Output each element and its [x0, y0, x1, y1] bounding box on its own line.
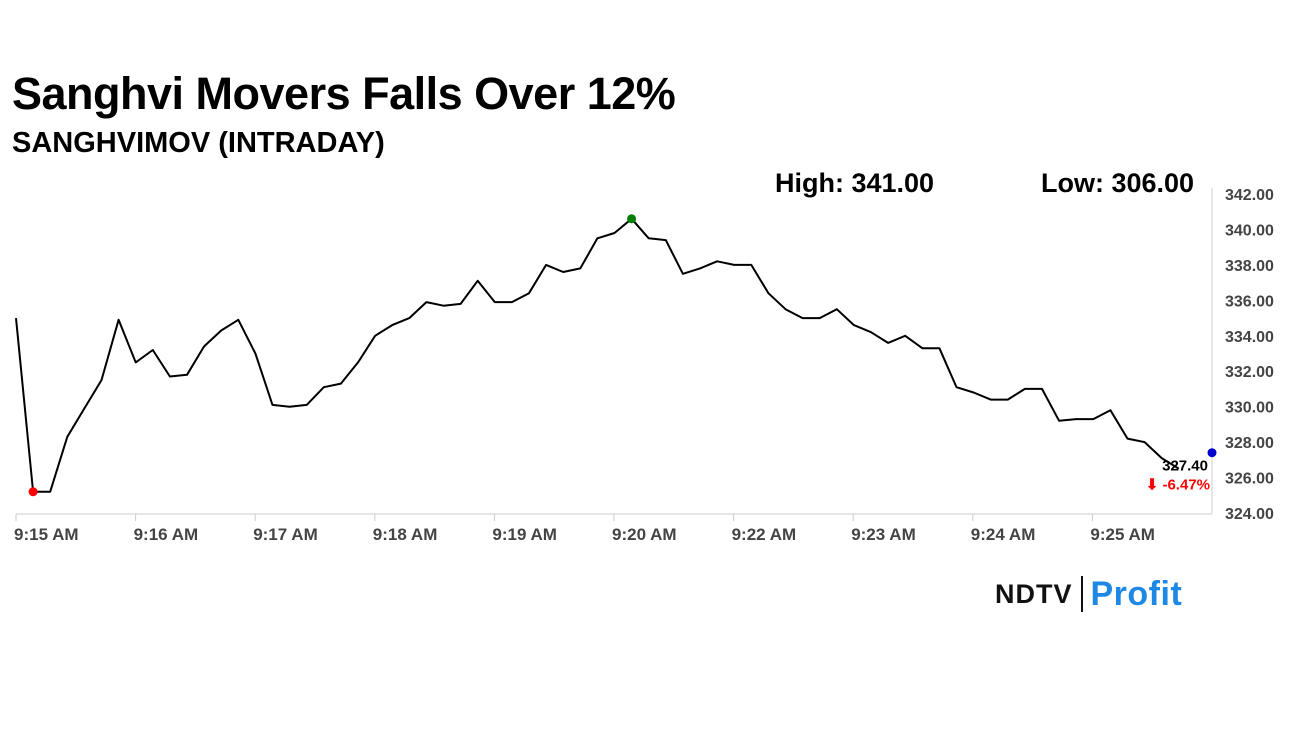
y-axis: 342.00 340.00 338.00 336.00 334.00 332.00 330.… — [1211, 187, 1274, 523]
y-tick-label: 330.00 — [1225, 400, 1274, 417]
x-tick-label: 9:16 AM — [134, 525, 199, 544]
x-tick-label: 9:19 AM — [492, 525, 557, 544]
y-tick-label: 340.00 — [1225, 222, 1274, 239]
ndtv-profit-logo: NDTV Profit — [995, 572, 1182, 616]
low-label: Low: 306.00 — [1041, 168, 1195, 198]
brand-profit: Profit — [1090, 574, 1183, 613]
y-tick-label: 342.00 — [1225, 187, 1274, 204]
y-tick-label: 326.00 — [1225, 471, 1274, 488]
y-tick-label: 324.00 — [1225, 506, 1274, 523]
high-point-marker — [627, 214, 637, 224]
x-tick-label: 9:17 AM — [253, 525, 318, 544]
chart-title: Sanghvi Movers Falls Over 12% — [12, 68, 676, 119]
y-tick-label: 332.00 — [1225, 364, 1274, 381]
y-tick-label: 338.00 — [1225, 258, 1274, 275]
x-tick-label: 9:24 AM — [971, 525, 1036, 544]
y-tick-label: 328.00 — [1225, 435, 1274, 452]
x-axis: 9:15 AM 9:16 AM 9:17 AM 9:18 AM 9:19 AM 9:20 … — [14, 513, 1212, 544]
x-tick-label: 9:20 AM — [612, 525, 677, 544]
markers — [28, 214, 1217, 497]
brand-divider — [1080, 576, 1083, 612]
last-price-marker — [1207, 448, 1217, 458]
chart-subtitle: SANGHVIMOV (INTRADAY) — [12, 127, 385, 159]
price-series-line — [15, 217, 1180, 493]
x-tick-label: 9:25 AM — [1090, 525, 1155, 544]
y-tick-label: 336.00 — [1225, 293, 1274, 310]
low-point-marker — [28, 487, 38, 497]
x-tick-label: 9:23 AM — [851, 525, 916, 544]
last-price-labels: 327.40 ⬇ -6.47% — [1146, 458, 1210, 494]
change-percent-label: ⬇ -6.47% — [1146, 477, 1210, 494]
x-tick-label: 9:18 AM — [373, 525, 438, 544]
last-price-label: 327.40 — [1162, 458, 1208, 475]
x-tick-label: 9:22 AM — [732, 525, 797, 544]
high-label: High: 341.00 — [775, 168, 935, 198]
y-tick-label: 334.00 — [1225, 329, 1274, 346]
x-tick-label: 9:15 AM — [14, 525, 79, 544]
brand-ndtv: NDTV — [995, 578, 1073, 609]
